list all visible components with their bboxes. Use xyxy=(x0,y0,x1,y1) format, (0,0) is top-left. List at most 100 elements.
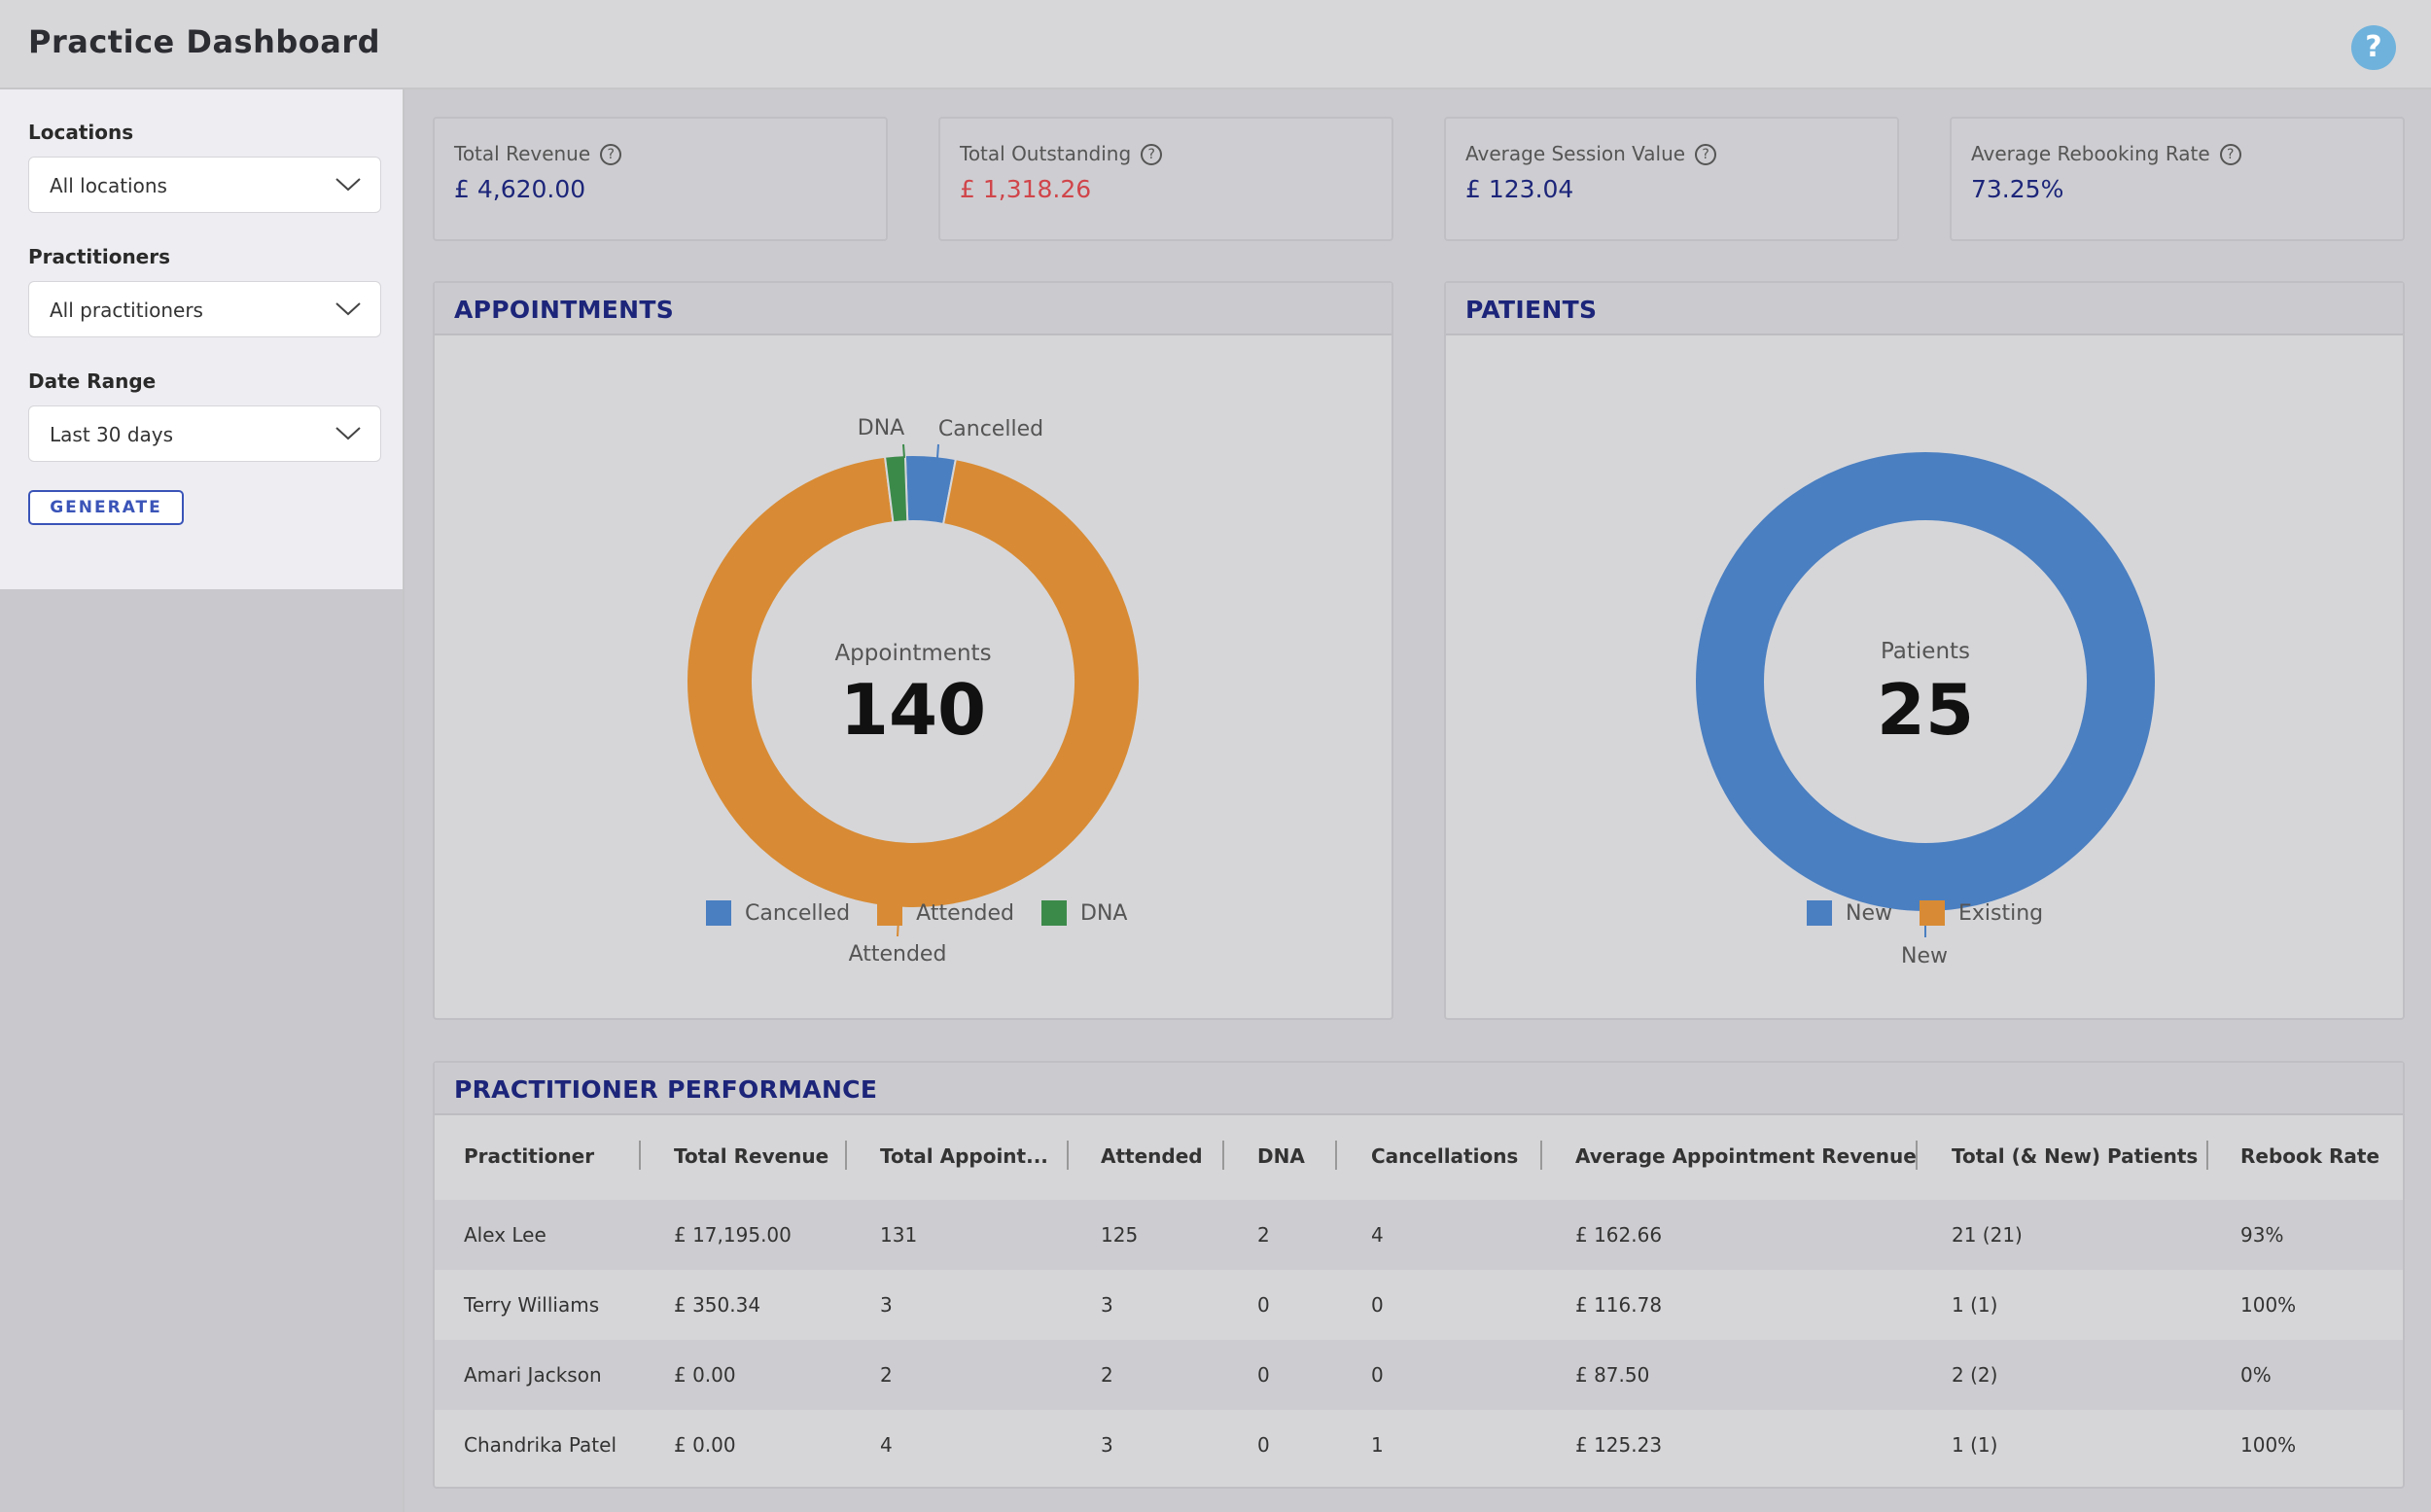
chevron-down-icon xyxy=(335,302,361,316)
column-header-total-revenue[interactable]: Total Revenue xyxy=(674,1144,829,1168)
slice-attended[interactable] xyxy=(686,455,1141,909)
center-label: Appointments xyxy=(834,641,991,666)
column-header-attended[interactable]: Attended xyxy=(1101,1144,1203,1168)
column-header-average-appointment-revenue[interactable]: Average Appointment Revenue xyxy=(1575,1144,1917,1168)
cell-practitioner: Chandrika Patel xyxy=(464,1433,617,1457)
column-divider[interactable] xyxy=(1916,1141,1918,1170)
column-divider[interactable] xyxy=(1222,1141,1224,1170)
practitioners-select[interactable]: All practitioners xyxy=(28,281,381,337)
chevron-down-icon xyxy=(335,427,361,440)
help-circle-icon[interactable]: ? xyxy=(2219,144,2241,165)
panel-title: PATIENTS xyxy=(1465,296,1598,324)
center-value: 25 xyxy=(1877,669,1974,751)
cell-total-appointments: 4 xyxy=(880,1433,893,1457)
cell-total-revenue: £ 0.00 xyxy=(674,1433,736,1457)
cell-rebook-rate: 93% xyxy=(2240,1223,2284,1247)
date-range-value: Last 30 days xyxy=(50,423,174,446)
cell-total-appointments: 2 xyxy=(880,1363,893,1387)
panel-header: PATIENTS xyxy=(1446,283,2403,335)
kpi-label: Average Rebooking Rate xyxy=(1971,142,2210,165)
column-header-rebook-rate[interactable]: Rebook Rate xyxy=(2240,1144,2380,1168)
legend-swatch xyxy=(1807,900,1832,926)
table-row[interactable]: Chandrika Patel £ 0.00 4 3 0 1 £ 125.23 … xyxy=(435,1410,2403,1480)
practitioners-label: Practitioners xyxy=(28,245,171,268)
app-header: Practice Dashboard ? xyxy=(0,0,2431,89)
slice-label-new: New xyxy=(1901,944,1948,968)
cell-cancellations: 0 xyxy=(1371,1363,1384,1387)
patients-legend: New Existing xyxy=(1807,898,2070,928)
column-header-practitioner[interactable]: Practitioner xyxy=(464,1144,595,1168)
legend-label: New xyxy=(1846,900,1892,926)
center-value: 140 xyxy=(840,669,986,751)
cell-attended: 125 xyxy=(1101,1223,1139,1247)
leader-line-dna xyxy=(902,443,905,459)
column-header-cancellations[interactable]: Cancellations xyxy=(1371,1144,1519,1168)
cell-total-revenue: £ 0.00 xyxy=(674,1363,736,1387)
cell-total-appointments: 131 xyxy=(880,1223,918,1247)
column-divider[interactable] xyxy=(1540,1141,1542,1170)
slice-new[interactable] xyxy=(1696,452,2155,911)
locations-label: Locations xyxy=(28,121,134,144)
help-circle-icon[interactable]: ? xyxy=(1141,144,1163,165)
help-button[interactable]: ? xyxy=(2351,25,2396,70)
locations-select[interactable]: All locations xyxy=(28,157,381,213)
cell-attended: 3 xyxy=(1101,1433,1113,1457)
table-row[interactable]: Alex Lee £ 17,195.00 131 125 2 4 £ 162.6… xyxy=(435,1200,2403,1270)
cell-attended: 3 xyxy=(1101,1293,1113,1317)
panel-title: APPOINTMENTS xyxy=(454,296,675,324)
patients-donut-chart: New Patients 25 xyxy=(1696,452,2155,968)
cell-total-new-patients: 2 (2) xyxy=(1952,1363,1998,1387)
cell-practitioner: Amari Jackson xyxy=(464,1363,602,1387)
kpi-value: £ 123.04 xyxy=(1465,175,1574,203)
table-row[interactable]: Amari Jackson £ 0.00 2 2 0 0 £ 87.50 2 (… xyxy=(435,1340,2403,1410)
cell-total-new-patients: 1 (1) xyxy=(1952,1293,1998,1317)
cell-total-new-patients: 21 (21) xyxy=(1952,1223,2023,1247)
legend-swatch xyxy=(1920,900,1945,926)
cell-dna: 0 xyxy=(1257,1363,1270,1387)
cell-average-appointment-revenue: £ 162.66 xyxy=(1575,1223,1663,1247)
legend-swatch xyxy=(706,900,731,926)
cell-total-new-patients: 1 (1) xyxy=(1952,1433,1998,1457)
slice-dna[interactable] xyxy=(883,454,909,524)
generate-button[interactable]: GENERATE xyxy=(28,490,184,525)
appointments-legend: Cancelled Attended DNA xyxy=(706,898,1154,928)
appointments-donut-chart: DNA Cancelled Attended Appointments 140 xyxy=(686,416,1141,967)
column-header-total-appointments[interactable]: Total Appoint... xyxy=(880,1144,1048,1168)
column-divider[interactable] xyxy=(2206,1141,2208,1170)
date-range-select[interactable]: Last 30 days xyxy=(28,405,381,462)
filter-sidebar: Locations All locations Practitioners Al… xyxy=(0,89,405,589)
legend-item-cancelled[interactable]: Cancelled xyxy=(706,900,850,926)
cell-rebook-rate: 100% xyxy=(2240,1433,2297,1457)
patients-panel: PATIENTS New Patients 25 xyxy=(1444,281,2405,1020)
kpi-label: Average Session Value xyxy=(1465,142,1686,165)
cell-practitioner: Terry Williams xyxy=(464,1293,600,1317)
cell-average-appointment-revenue: £ 125.23 xyxy=(1575,1433,1663,1457)
help-circle-icon[interactable]: ? xyxy=(1695,144,1717,165)
column-divider[interactable] xyxy=(639,1141,641,1170)
appointments-panel: APPOINTMENTS DNA Cancelled Attended Appo… xyxy=(433,281,1393,1020)
cell-dna: 0 xyxy=(1257,1433,1270,1457)
column-divider[interactable] xyxy=(845,1141,847,1170)
locations-value: All locations xyxy=(50,174,167,197)
cell-average-appointment-revenue: £ 116.78 xyxy=(1575,1293,1663,1317)
column-header-dna[interactable]: DNA xyxy=(1257,1144,1305,1168)
cell-dna: 2 xyxy=(1257,1223,1270,1247)
page-title: Practice Dashboard xyxy=(28,23,381,60)
legend-label: Cancelled xyxy=(745,900,851,926)
legend-item-dna[interactable]: DNA xyxy=(1041,900,1127,926)
panel-header: APPOINTMENTS xyxy=(435,283,1392,335)
table-row[interactable]: Terry Williams £ 350.34 3 3 0 0 £ 116.78… xyxy=(435,1270,2403,1340)
kpi-value: £ 4,620.00 xyxy=(454,175,586,203)
legend-item-attended[interactable]: Attended xyxy=(877,900,1014,926)
column-divider[interactable] xyxy=(1335,1141,1337,1170)
kpi-average-session-value: Average Session Value? £ 123.04 xyxy=(1444,117,1899,241)
kpi-total-revenue: Total Revenue? £ 4,620.00 xyxy=(433,117,888,241)
kpi-value: 73.25% xyxy=(1971,175,2064,203)
kpi-label: Total Revenue xyxy=(454,142,591,165)
column-header-total-new-patients[interactable]: Total (& New) Patients xyxy=(1952,1144,2199,1168)
help-circle-icon[interactable]: ? xyxy=(600,144,622,165)
legend-item-existing[interactable]: Existing xyxy=(1920,900,2043,926)
legend-item-new[interactable]: New xyxy=(1807,900,1892,926)
column-divider[interactable] xyxy=(1067,1141,1069,1170)
panel-header: PRACTITIONER PERFORMANCE xyxy=(435,1063,2403,1115)
